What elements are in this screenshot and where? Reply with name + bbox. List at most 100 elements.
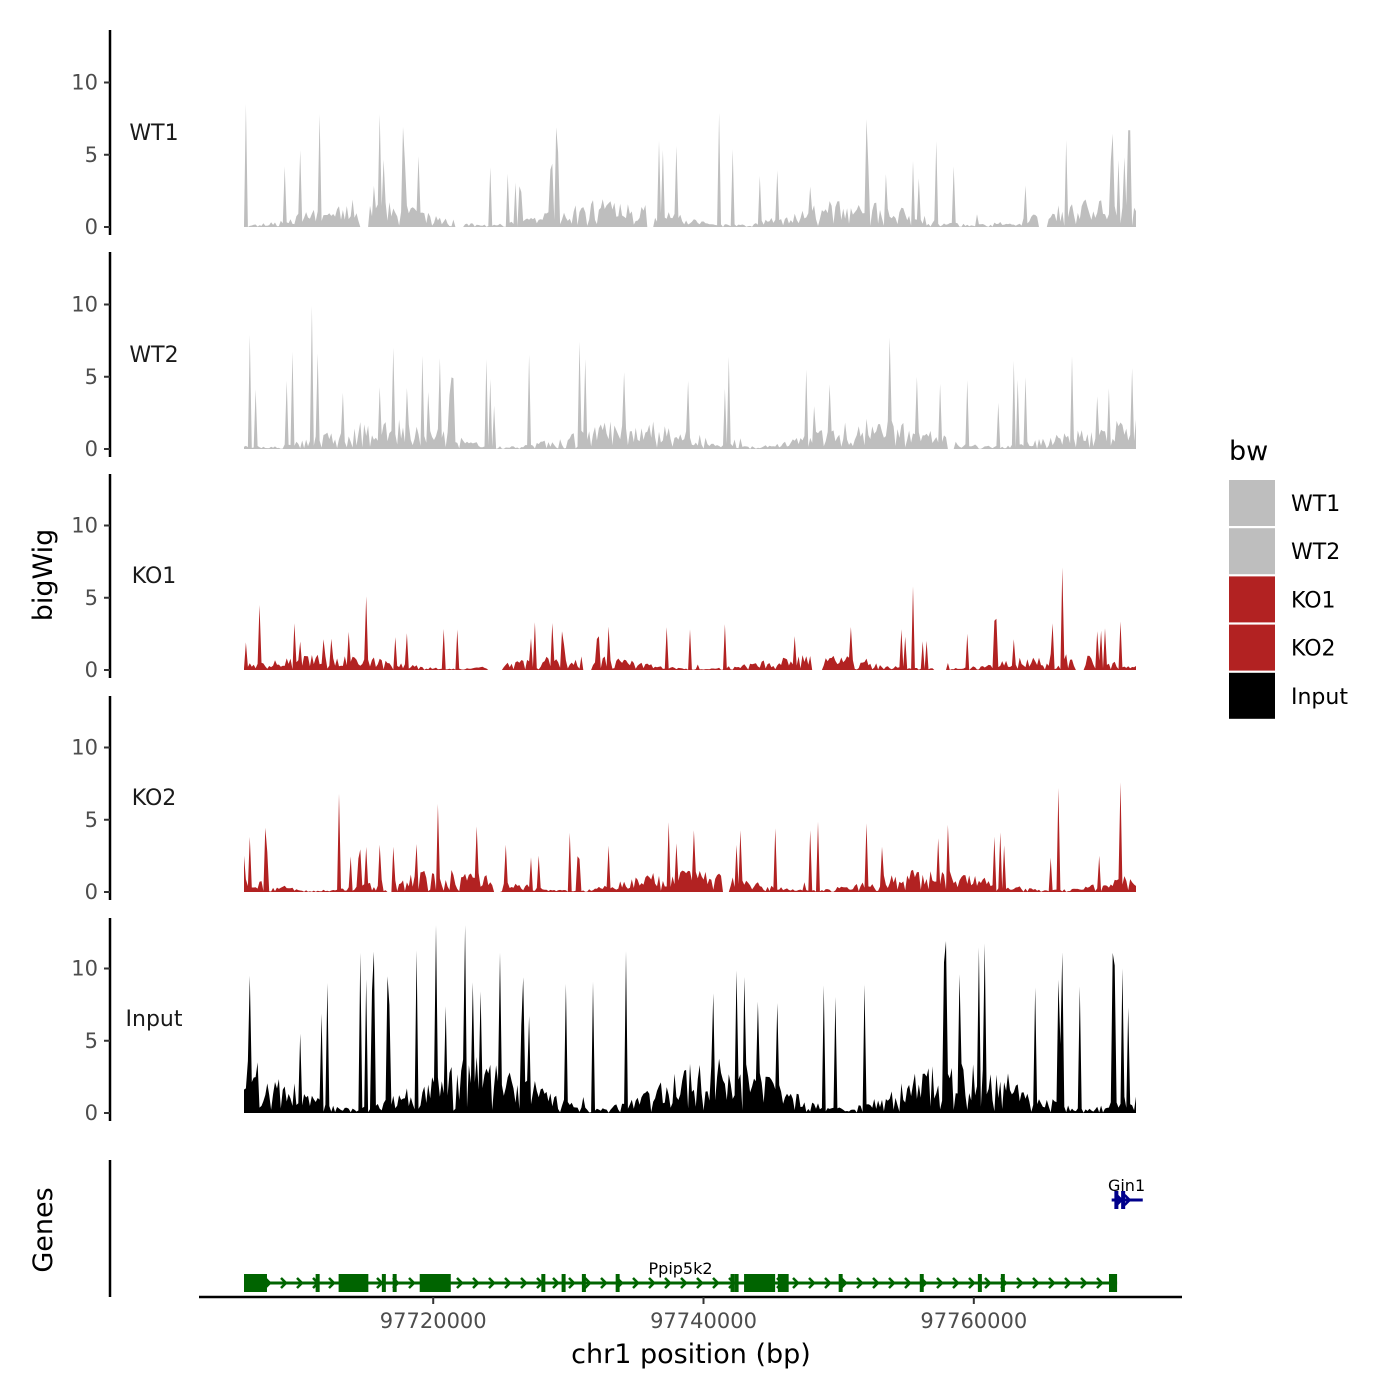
exon (734, 1274, 739, 1292)
strand-arrow (904, 1277, 912, 1289)
strand-arrow (328, 1277, 336, 1289)
strand-arrow (296, 1277, 304, 1289)
strand-arrow (568, 1277, 576, 1289)
track-wt1: 0 5 10 WT1 (71, 30, 1136, 239)
strand-arrow (520, 1277, 528, 1289)
coverage-tracks: 0 5 10 WT1 0 5 10 WT2 0 5 10 KO1 0 5 10 KO2 0 5 10 Input (71, 30, 1136, 1125)
strand-arrow (1048, 1277, 1056, 1289)
exon (977, 1274, 982, 1292)
strand-arrow (696, 1277, 704, 1289)
exon (777, 1274, 789, 1292)
strand-arrow (552, 1277, 560, 1289)
coverage-area-ko1 (244, 567, 1136, 670)
exon (1108, 1274, 1118, 1292)
y-tick-label: 10 (71, 293, 98, 317)
exon (1121, 1191, 1126, 1209)
y-tick-label: 5 (85, 143, 98, 167)
y-tick-label: 0 (85, 658, 98, 682)
track-label: KO1 (132, 564, 177, 589)
legend-label-wt2: WT2 (1291, 540, 1340, 565)
strand-arrow (600, 1277, 608, 1289)
strand-arrow (952, 1277, 960, 1289)
strand-arrow (408, 1277, 416, 1289)
legend-key-wt2 (1229, 528, 1275, 575)
exon (561, 1274, 566, 1292)
exon (419, 1274, 451, 1292)
x-axis-title: chr1 position (bp) (571, 1339, 811, 1370)
legend-label-input: Input (1291, 685, 1348, 710)
legend-label-ko1: KO1 (1291, 588, 1336, 613)
track-label: WT1 (129, 121, 178, 146)
exon (744, 1274, 776, 1292)
strand-arrow (888, 1277, 896, 1289)
strand-arrow (712, 1277, 720, 1289)
track-label: Input (126, 1007, 183, 1032)
track-ko2: 0 5 10 KO2 (71, 696, 1136, 904)
strand-arrow (488, 1277, 496, 1289)
strand-arrow (824, 1277, 832, 1289)
strand-arrow (872, 1277, 880, 1289)
strand-arrow (472, 1277, 480, 1289)
y-axis-title: bigWig (28, 529, 59, 622)
gene-label: Gin1 (1108, 1176, 1145, 1195)
y-tick-label: 5 (85, 808, 98, 832)
strand-arrow (664, 1277, 672, 1289)
legend-label-wt1: WT1 (1291, 492, 1340, 517)
strand-arrow (680, 1277, 688, 1289)
legend: bw WT1 WT2 KO1 KO2 Input (1229, 436, 1348, 719)
legend-title: bw (1229, 436, 1268, 467)
legend-key-input (1229, 672, 1275, 719)
track-label: KO2 (132, 786, 177, 811)
exon (1114, 1191, 1119, 1209)
legend-label-ko2: KO2 (1291, 637, 1336, 662)
y-tick-label: 5 (85, 1029, 98, 1053)
exon (615, 1274, 620, 1292)
exon (838, 1274, 843, 1292)
exon (338, 1274, 369, 1292)
coverage-area-wt2 (244, 305, 1136, 449)
strand-arrow (984, 1277, 992, 1289)
strand-arrow (504, 1277, 512, 1289)
exon (315, 1274, 320, 1292)
exon (381, 1274, 386, 1292)
strand-arrow (632, 1277, 640, 1289)
genes-axis-title: Genes (28, 1187, 59, 1272)
strand-arrow (584, 1277, 592, 1289)
y-tick-label: 10 (71, 514, 98, 538)
y-tick-label: 0 (85, 1101, 98, 1125)
track-wt2: 0 5 10 WT2 (71, 252, 1136, 461)
legend-key-wt1 (1229, 480, 1275, 526)
y-tick-label: 0 (85, 215, 98, 239)
strand-arrow (936, 1277, 944, 1289)
exon (244, 1274, 267, 1292)
strand-arrow (1123, 1194, 1132, 1206)
exon (919, 1274, 924, 1292)
strand-arrow (968, 1277, 976, 1289)
track-label: WT2 (129, 343, 178, 368)
exon (581, 1274, 586, 1292)
strand-arrow (856, 1277, 864, 1289)
x-tick-label: 97740000 (650, 1309, 757, 1333)
track-input: 0 5 10 Input (71, 918, 1136, 1125)
strand-arrow (1016, 1277, 1024, 1289)
strand-arrow (456, 1277, 464, 1289)
x-tick-label: 97760000 (920, 1309, 1027, 1333)
strand-arrow (1080, 1277, 1088, 1289)
strand-arrow (1032, 1277, 1040, 1289)
gene-gin1: Gin1 (1108, 1176, 1145, 1209)
exon (1000, 1274, 1005, 1292)
strand-arrow (808, 1277, 816, 1289)
y-tick-label: 5 (85, 586, 98, 610)
coverage-area-wt1 (244, 104, 1136, 227)
strand-arrow (280, 1277, 288, 1289)
strand-arrow (648, 1277, 656, 1289)
gene-ppip5k2: Ppip5k2 (244, 1259, 1118, 1292)
gene-label: Ppip5k2 (649, 1259, 713, 1278)
strand-arrow (792, 1277, 800, 1289)
track-ko1: 0 5 10 KO1 (71, 474, 1136, 682)
y-tick-label: 10 (71, 957, 98, 981)
legend-key-ko2 (1229, 624, 1275, 671)
x-tick-label: 97720000 (380, 1309, 487, 1333)
